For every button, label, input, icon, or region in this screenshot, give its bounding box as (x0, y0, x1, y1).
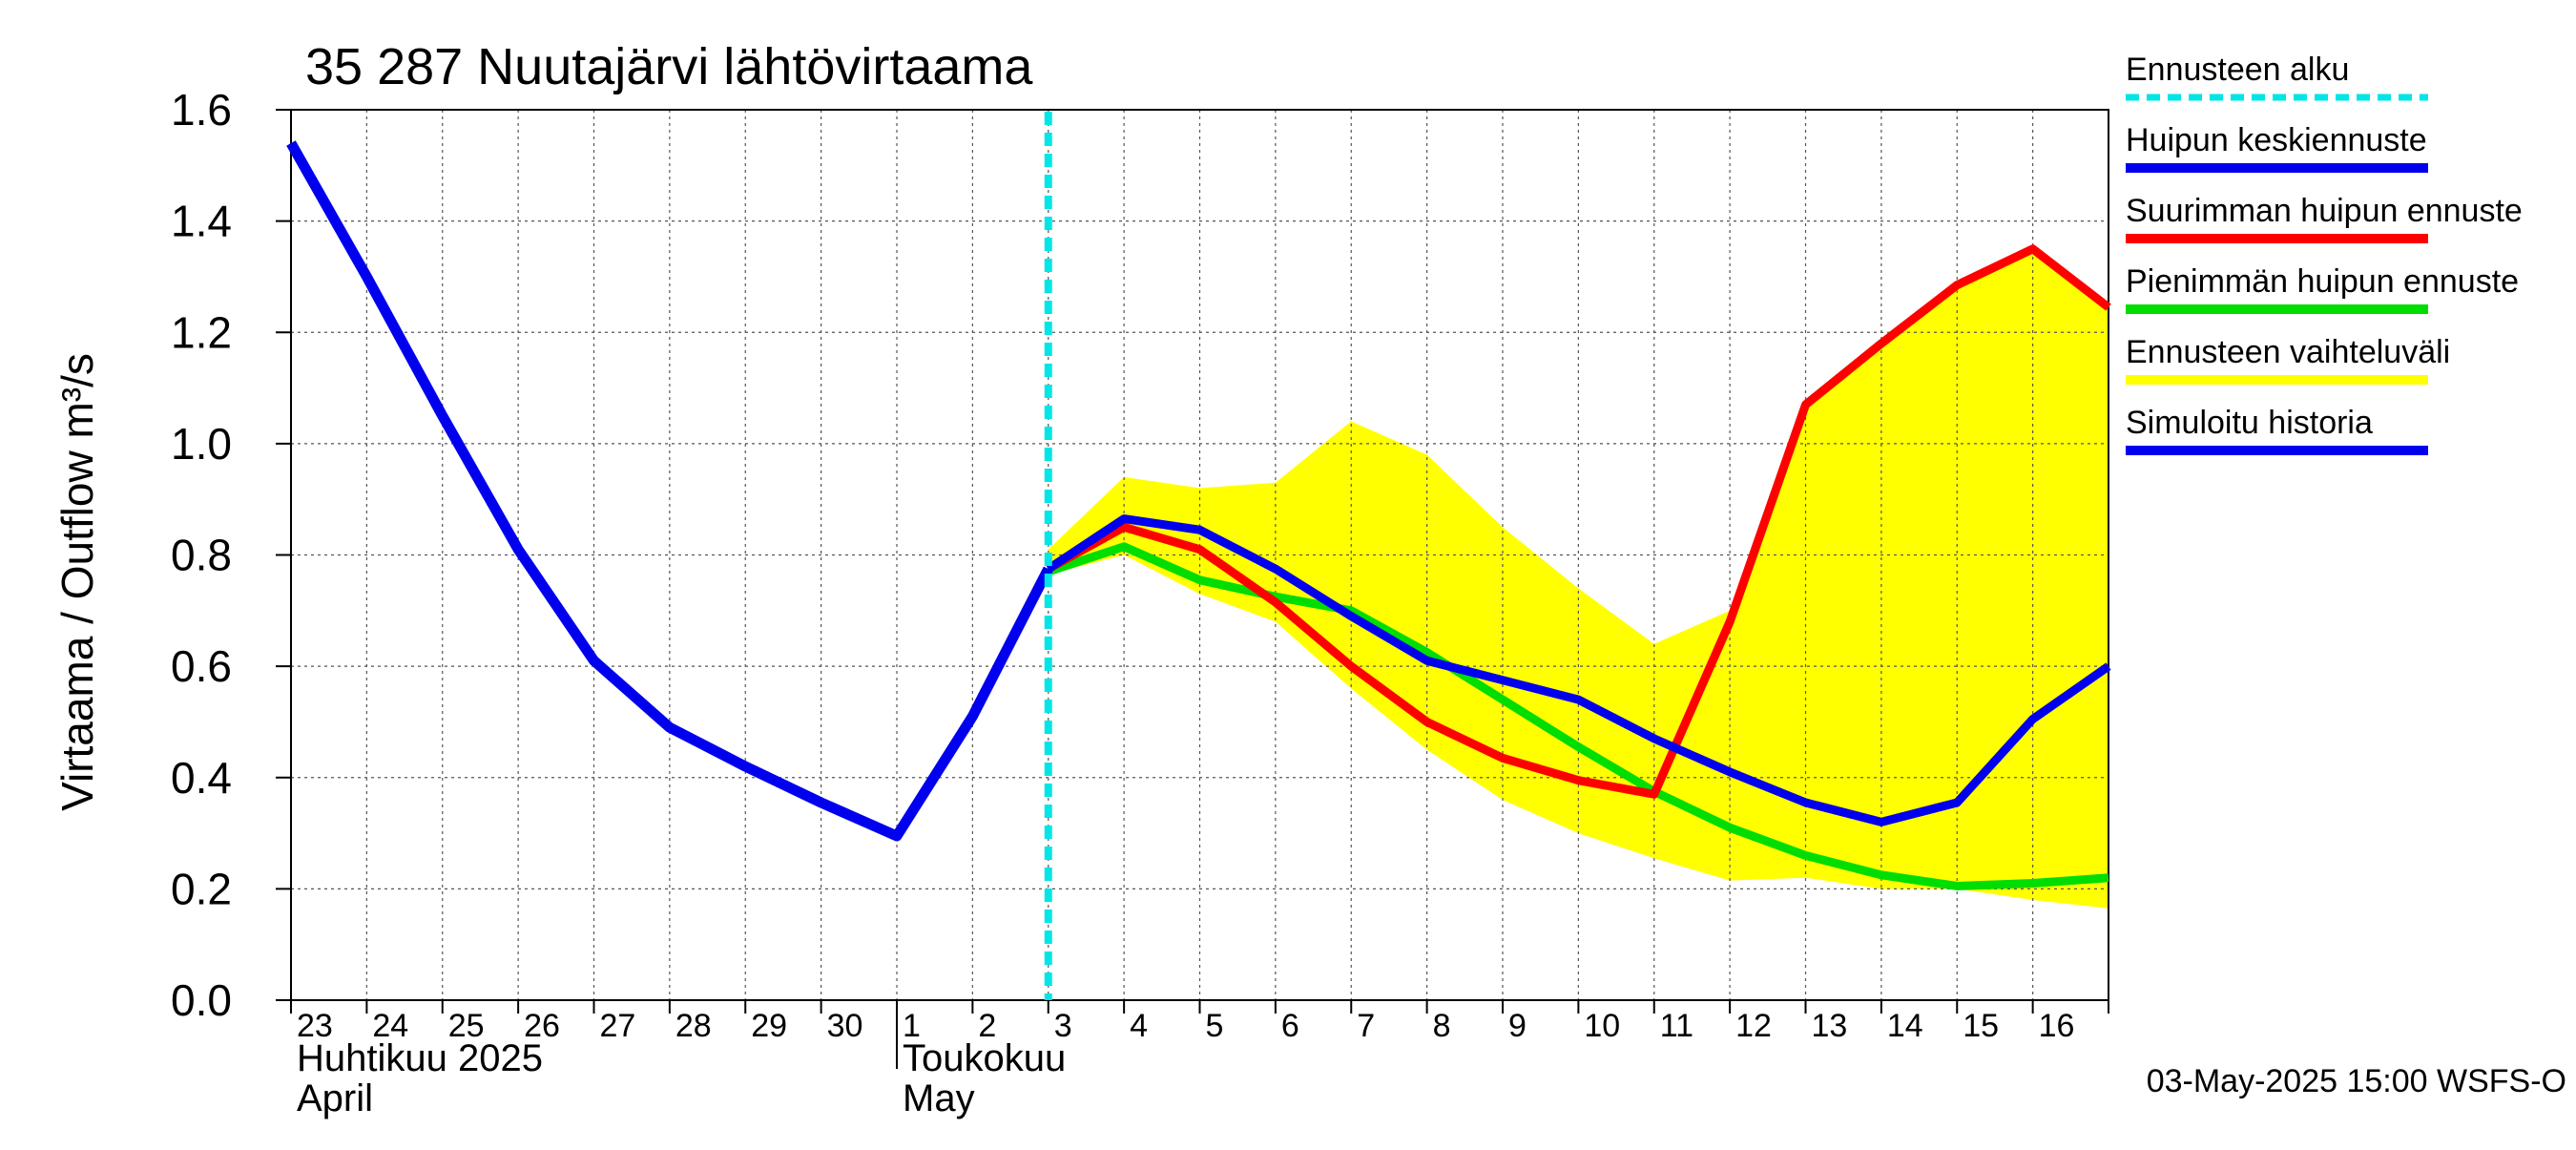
chart-title: 35 287 Nuutajärvi lähtövirtaama (305, 38, 1033, 95)
x-tick-label: 12 (1735, 1008, 1772, 1044)
x-tick-label: 1 (903, 1008, 921, 1044)
y-tick-label: 0.8 (171, 531, 232, 580)
x-tick-label: 24 (372, 1008, 408, 1044)
month-label-en: April (297, 1077, 373, 1119)
series-line-min-peak (1047, 542, 2109, 890)
y-tick-label: 1.4 (171, 197, 232, 246)
series-line-max-peak (1046, 244, 2111, 799)
x-tick-label: 7 (1357, 1008, 1375, 1044)
x-tick-label: 23 (297, 1008, 333, 1044)
x-tick-label: 28 (675, 1008, 712, 1044)
month-label: Huhtikuu 2025 (297, 1037, 543, 1079)
x-tick-label: 9 (1508, 1008, 1527, 1044)
y-tick-label: 0.6 (171, 641, 232, 691)
x-tick-label: 2 (978, 1008, 996, 1044)
month-label-en: May (903, 1077, 975, 1119)
legend: Ennusteen alku Huipun keskiennuste Suurimm… (2126, 52, 2523, 455)
x-tick-label: 5 (1206, 1008, 1224, 1044)
x-tick-label: 11 (1660, 1008, 1693, 1044)
x-tick-label: 29 (751, 1008, 787, 1044)
month-label: Toukokuu (903, 1037, 1066, 1079)
x-tick-label: 4 (1130, 1008, 1148, 1044)
legend-label: Huipun keskiennuste (2126, 122, 2427, 158)
y-tick-label: 0.4 (171, 753, 232, 803)
x-tick-label: 10 (1584, 1008, 1620, 1044)
x-tick-label: 8 (1433, 1008, 1451, 1044)
forecast-range-band (1048, 248, 2109, 909)
x-tick-label: 14 (1887, 1008, 1923, 1044)
y-tick-label: 1.6 (171, 85, 232, 135)
x-tick-label: 6 (1281, 1008, 1299, 1044)
y-tick-label: 1.0 (171, 419, 232, 469)
y-axis-label: Virtaama / Outflow m³/s (52, 353, 102, 811)
x-tick-label: 13 (1812, 1008, 1848, 1044)
x-tick-label: 3 (1054, 1008, 1072, 1044)
series-line-mean-peak (1046, 514, 2111, 826)
legend-label: Ennusteen vaihteluväli (2126, 334, 2450, 370)
x-tick-label: 27 (600, 1008, 636, 1044)
legend-label: Ennusteen alku (2126, 52, 2349, 88)
y-tick-label: 1.2 (171, 307, 232, 357)
y-tick-label: 0.0 (171, 975, 232, 1025)
y-tick-label: 0.2 (171, 864, 232, 913)
x-tick-label: 16 (2039, 1008, 2075, 1044)
timestamp-label: 03-May-2025 15:00 WSFS-O (2147, 1063, 2566, 1099)
x-tick-label: 30 (827, 1008, 863, 1044)
series-line-history (286, 140, 1053, 842)
legend-label: Simuloitu historia (2126, 405, 2373, 441)
legend-label: Suurimman huipun ennuste (2126, 193, 2523, 229)
x-tick-label: 25 (448, 1008, 485, 1044)
x-tick-label: 26 (524, 1008, 560, 1044)
legend-label: Pienimmän huipun ennuste (2126, 263, 2519, 300)
x-tick-label: 15 (1963, 1008, 1999, 1044)
